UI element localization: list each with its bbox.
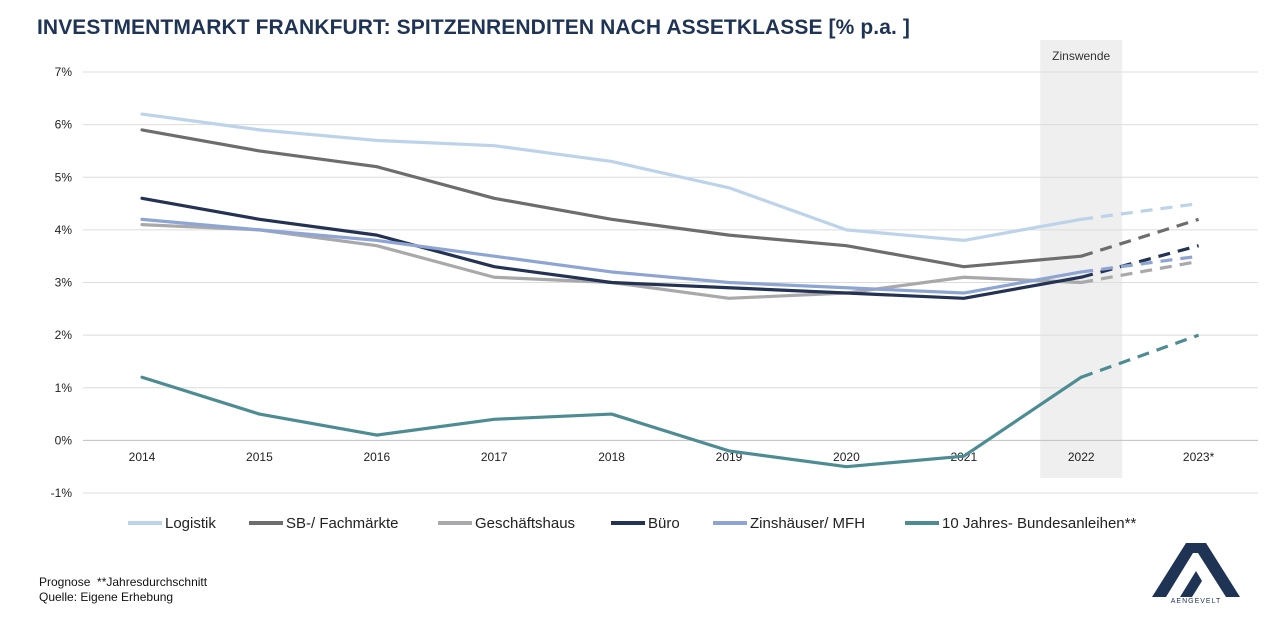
legend-label: Logistik (165, 515, 216, 532)
legend-label: SB-/ Fachmärkte (286, 515, 399, 532)
x-tick-label: 2019 (716, 450, 743, 464)
y-tick-label: 6% (55, 118, 73, 132)
y-axis-ticks: -1% 0% 1% 2% 3% 4% 5% 6% 7% (51, 65, 73, 500)
legend: Logistik SB-/ Fachmärkte Geschäftshaus Büro… (128, 515, 1136, 532)
footnote-source: Quelle: Eigene Erhebung (39, 590, 174, 604)
y-tick-label: 7% (55, 65, 73, 79)
series-line-forecast (1080, 333, 1200, 379)
series-line-forecast (1080, 244, 1200, 279)
series-line-actual (140, 217, 1083, 295)
footnote-prognose: Prognose **Jahresdurchschnitt (39, 575, 208, 589)
series-line-actual (140, 112, 1083, 242)
legend-label: Geschäftshaus (475, 515, 575, 532)
y-tick-label: 0% (55, 433, 73, 447)
x-tick-label: 2016 (363, 450, 390, 464)
zinswende-label: Zinswende (1052, 49, 1110, 63)
y-tick-label: -1% (51, 486, 73, 500)
legend-item: 10 Jahres- Bundesanleihen** (905, 515, 1136, 532)
x-tick-label: 2015 (246, 450, 273, 464)
series-line-actual (140, 128, 1083, 269)
legend-item: Zinshäuser/ MFH (713, 515, 865, 532)
legend-label: 10 Jahres- Bundesanleihen** (942, 515, 1136, 532)
series-line (140, 196, 1200, 300)
aengevelt-logo (1152, 543, 1240, 597)
y-tick-label: 5% (55, 170, 73, 184)
x-axis-ticks: 2014 2015 2016 2017 2018 2019 2020 2021 2022 2023… (129, 450, 1215, 464)
series-lines (140, 112, 1200, 469)
series-line-forecast (1080, 217, 1200, 258)
y-tick-label: 1% (55, 381, 73, 395)
legend-item: Geschäftshaus (438, 515, 575, 532)
logo-text: AENGEVELT (1170, 598, 1222, 605)
legend-item: Logistik (128, 515, 216, 532)
legend-label: Zinshäuser/ MFH (750, 515, 865, 532)
x-tick-label: 2018 (598, 450, 625, 464)
series-line (140, 112, 1199, 242)
series-line (140, 128, 1200, 269)
y-tick-label: 4% (55, 223, 73, 237)
legend-item: SB-/ Fachmärkte (249, 515, 399, 532)
series-line (140, 333, 1200, 469)
x-tick-label: 2017 (481, 450, 508, 464)
x-tick-label: 2014 (129, 450, 156, 464)
legend-label: Büro (648, 515, 680, 532)
x-tick-label: 2022 (1068, 450, 1095, 464)
footnotes: Prognose **Jahresdurchschnitt Quelle: Ei… (39, 575, 207, 605)
legend-item: Büro (611, 515, 680, 532)
series-line (140, 217, 1199, 295)
chart-title: INVESTMENTMARKT FRANKFURT: SPITZENRENDIT… (37, 16, 910, 39)
x-tick-label: 2023* (1183, 450, 1215, 464)
x-tick-label: 2020 (833, 450, 860, 464)
y-tick-label: 2% (55, 328, 73, 342)
series-line-actual (140, 196, 1083, 300)
y-tick-label: 3% (55, 276, 73, 290)
series-line-actual (140, 375, 1083, 469)
